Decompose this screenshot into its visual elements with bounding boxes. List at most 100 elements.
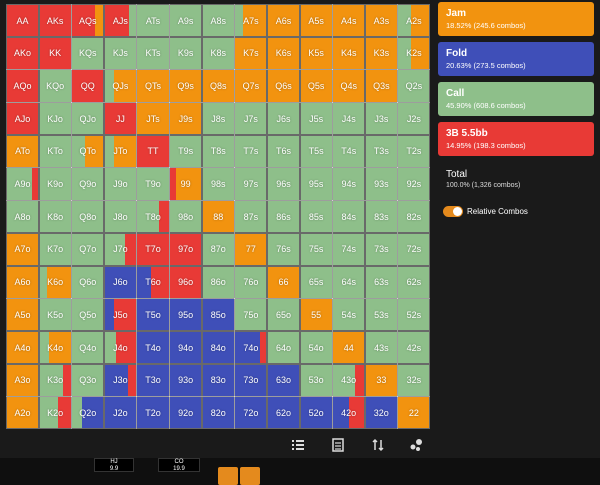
hand-cell[interactable]: J6s: [266, 102, 301, 136]
hand-cell[interactable]: 64s: [332, 265, 366, 299]
hand-cell[interactable]: 93s: [364, 167, 398, 201]
hand-cell[interactable]: 63s: [364, 265, 398, 299]
hand-cell[interactable]: J4s: [332, 102, 366, 136]
hand-cell[interactable]: AA: [6, 4, 40, 38]
hand-cell[interactable]: JTo: [103, 134, 137, 168]
hand-cell[interactable]: 73o: [234, 363, 268, 397]
hand-cell[interactable]: 54o: [299, 330, 333, 365]
hand-cell[interactable]: Q9o: [71, 167, 105, 201]
hand-cell[interactable]: J3s: [364, 102, 398, 136]
hand-cell[interactable]: KQs: [71, 36, 105, 70]
hand-cell[interactable]: AKo: [6, 36, 40, 70]
hand-cell[interactable]: A7s: [234, 4, 268, 38]
hand-cell[interactable]: JTs: [136, 102, 170, 136]
hand-cell[interactable]: T7o: [136, 232, 170, 267]
hand-cell[interactable]: ATs: [136, 4, 170, 38]
hand-cell[interactable]: A7o: [6, 232, 40, 267]
hand-cell[interactable]: KJs: [103, 36, 137, 70]
hand-cell[interactable]: T6s: [266, 134, 301, 168]
hand-cell[interactable]: QTs: [136, 69, 170, 103]
legend-jam[interactable]: Jam 18.52% (245.6 combos): [438, 2, 594, 36]
hand-cell[interactable]: T2o: [136, 396, 170, 430]
hand-cell[interactable]: 44: [332, 330, 366, 365]
hand-cell[interactable]: 63o: [266, 363, 301, 397]
hand-cell[interactable]: 94s: [332, 167, 366, 201]
hand-cell[interactable]: 97s: [234, 167, 268, 201]
legend-call[interactable]: Call 45.90% (608.6 combos): [438, 82, 594, 116]
hand-cell[interactable]: 53o: [299, 363, 333, 397]
chips-icon[interactable]: [408, 437, 424, 453]
hand-cell[interactable]: 55: [299, 298, 333, 332]
hand-cell[interactable]: K2o: [38, 396, 72, 430]
hand-cell[interactable]: A3o: [6, 363, 40, 397]
hand-cell[interactable]: 95s: [299, 167, 333, 201]
hand-cell[interactable]: K2s: [397, 36, 431, 70]
hand-cell[interactable]: 98s: [201, 167, 235, 201]
hand-cell[interactable]: 22: [397, 396, 431, 430]
hand-cell[interactable]: J7o: [103, 232, 137, 267]
hand-cell[interactable]: 76s: [266, 232, 301, 267]
hand-cell[interactable]: 92s: [397, 167, 431, 201]
hand-cell[interactable]: K3s: [364, 36, 398, 70]
hand-cell[interactable]: K6o: [38, 265, 72, 299]
hand-cell[interactable]: J5s: [299, 102, 333, 136]
hand-cell[interactable]: 42s: [397, 330, 431, 365]
hand-cell[interactable]: A2o: [6, 396, 40, 430]
sort-icon[interactable]: [370, 437, 386, 453]
hand-cell[interactable]: 87s: [234, 200, 268, 234]
hand-cell[interactable]: Q7o: [71, 232, 105, 267]
hand-cell[interactable]: K6s: [266, 36, 301, 70]
hand-cell[interactable]: A2s: [397, 4, 431, 38]
hand-cell[interactable]: 62o: [266, 396, 301, 430]
hand-cell[interactable]: J9s: [169, 102, 203, 136]
hand-cell[interactable]: A8s: [201, 4, 235, 38]
hand-cell[interactable]: K4o: [38, 330, 72, 365]
hand-cell[interactable]: 43o: [332, 363, 366, 397]
hand-cell[interactable]: T3s: [364, 134, 398, 168]
hand-cell[interactable]: K8o: [38, 200, 72, 234]
hand-cell[interactable]: Q8o: [71, 200, 105, 234]
hand-cell[interactable]: Q9s: [169, 69, 203, 103]
hand-cell[interactable]: 73s: [364, 232, 398, 267]
hand-cell[interactable]: T4o: [136, 330, 170, 365]
hand-cell[interactable]: 82s: [397, 200, 431, 234]
hand-cell[interactable]: 54s: [332, 298, 366, 332]
legend-bet3[interactable]: 3B 5.5bb 14.95% (198.3 combos): [438, 122, 594, 156]
hand-cell[interactable]: T5o: [136, 298, 170, 332]
hand-cell[interactable]: A9s: [169, 4, 203, 38]
hand-cell[interactable]: 33: [364, 363, 398, 397]
hand-cell[interactable]: 32o: [364, 396, 398, 430]
hand-cell[interactable]: T9o: [136, 167, 170, 201]
hand-cell[interactable]: J2o: [103, 396, 137, 430]
hand-cell[interactable]: 52s: [397, 298, 431, 332]
hand-cell[interactable]: J8s: [201, 102, 235, 136]
hand-cell[interactable]: K5s: [299, 36, 333, 70]
hand-cell[interactable]: T6o: [136, 265, 170, 299]
hand-cell[interactable]: QJs: [103, 69, 137, 103]
hand-cell[interactable]: Q2s: [397, 69, 431, 103]
hand-cell[interactable]: Q6s: [266, 69, 301, 103]
hand-cell[interactable]: T2s: [397, 134, 431, 168]
legend-fold[interactable]: Fold 20.63% (273.5 combos): [438, 42, 594, 76]
hand-cell[interactable]: AQs: [71, 4, 105, 38]
hand-cell[interactable]: 94o: [169, 330, 203, 365]
hand-cell[interactable]: QQ: [71, 69, 105, 103]
hand-cell[interactable]: 82o: [201, 396, 235, 430]
hand-cell[interactable]: Q3s: [364, 69, 398, 103]
hand-cell[interactable]: 96s: [266, 167, 301, 201]
hand-cell[interactable]: A9o: [6, 167, 40, 201]
hand-cell[interactable]: A4o: [6, 330, 40, 365]
hand-cell[interactable]: 74s: [332, 232, 366, 267]
hand-cell[interactable]: 62s: [397, 265, 431, 299]
hand-cell[interactable]: J5o: [103, 298, 137, 332]
hand-cell[interactable]: T8o: [136, 200, 170, 234]
hand-cell[interactable]: Q4o: [71, 330, 105, 365]
hand-cell[interactable]: 85o: [201, 298, 235, 332]
hand-cell[interactable]: JJ: [103, 102, 137, 136]
hand-cell[interactable]: K9s: [169, 36, 203, 70]
hand-cell[interactable]: J3o: [103, 363, 137, 397]
hand-cell[interactable]: 95o: [169, 298, 203, 332]
hand-cell[interactable]: T7s: [234, 134, 268, 168]
hand-cell[interactable]: 72o: [234, 396, 268, 430]
hand-cell[interactable]: KK: [38, 36, 72, 70]
